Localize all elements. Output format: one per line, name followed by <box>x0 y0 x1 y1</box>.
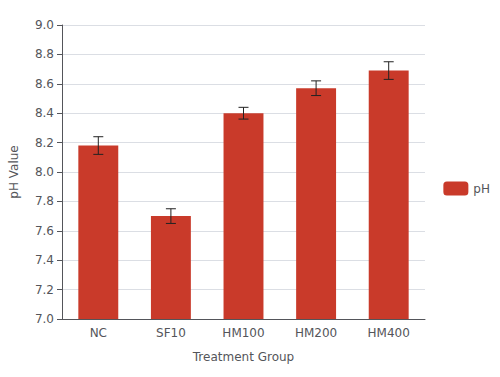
svg-text:8.0: 8.0 <box>35 165 54 179</box>
svg-text:Treatment Group: Treatment Group <box>192 350 294 364</box>
svg-text:8.4: 8.4 <box>35 106 54 120</box>
svg-text:pH Value: pH Value <box>7 145 21 198</box>
svg-text:7.4: 7.4 <box>35 253 54 267</box>
svg-text:HM200: HM200 <box>295 326 337 340</box>
svg-text:8.8: 8.8 <box>35 47 54 61</box>
svg-text:HM400: HM400 <box>368 326 410 340</box>
svg-text:SF10: SF10 <box>156 326 186 340</box>
svg-text:7.2: 7.2 <box>35 283 54 297</box>
svg-text:pH: pH <box>473 182 490 196</box>
svg-text:8.2: 8.2 <box>35 136 54 150</box>
svg-text:7.0: 7.0 <box>35 312 54 326</box>
svg-text:8.6: 8.6 <box>35 77 54 91</box>
svg-text:NC: NC <box>90 326 107 340</box>
svg-text:HM100: HM100 <box>222 326 264 340</box>
svg-text:7.8: 7.8 <box>35 194 54 208</box>
svg-text:9.0: 9.0 <box>35 18 54 32</box>
svg-text:7.6: 7.6 <box>35 224 54 238</box>
